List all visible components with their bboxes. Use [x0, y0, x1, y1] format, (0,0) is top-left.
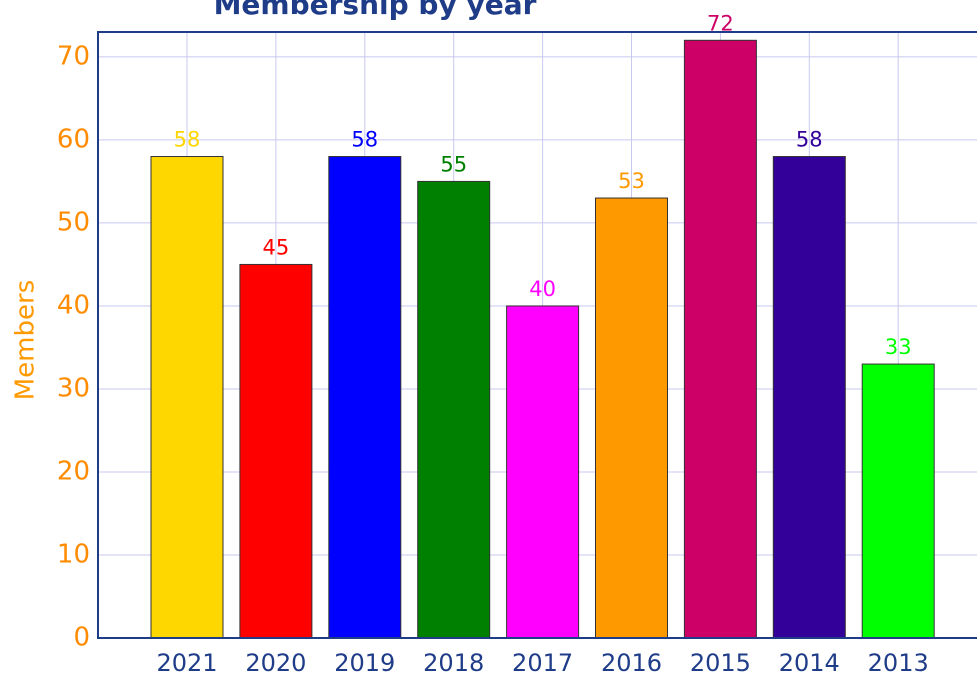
y-tick-label: 10	[57, 539, 90, 569]
bar	[861, 363, 935, 639]
x-tick-label: 2014	[779, 649, 840, 677]
bar	[683, 39, 757, 639]
y-tick-label: 60	[57, 124, 90, 154]
value-label: 58	[351, 128, 378, 152]
bar	[328, 156, 402, 639]
bar	[150, 156, 224, 639]
value-label: 72	[707, 11, 734, 35]
x-tick-label: 2019	[334, 649, 395, 677]
bar	[506, 305, 580, 639]
x-tick-label: 2017	[512, 649, 573, 677]
value-label: 40	[529, 277, 556, 301]
value-label: 45	[263, 235, 290, 259]
y-tick-label: 50	[57, 207, 90, 237]
y-tick-label: 40	[57, 290, 90, 320]
chart-title: Membership by year	[214, 0, 537, 21]
value-label: 53	[618, 169, 645, 193]
bar	[239, 263, 313, 639]
y-axis-label: Members	[11, 280, 41, 401]
x-tick-label: 2021	[156, 649, 217, 677]
y-tick-label: 70	[57, 41, 90, 71]
bar	[772, 156, 846, 639]
value-label: 58	[796, 128, 823, 152]
plot-frame	[97, 31, 977, 639]
x-tick-label: 2015	[690, 649, 751, 677]
y-tick-label: 20	[57, 456, 90, 486]
value-label: 58	[174, 128, 201, 152]
value-label: 55	[440, 152, 467, 176]
x-tick-label: 2013	[868, 649, 929, 677]
bar	[595, 197, 668, 639]
bar	[417, 180, 491, 639]
value-label: 33	[885, 335, 912, 359]
x-tick-label: 2016	[601, 649, 662, 677]
y-tick-label: 30	[57, 373, 90, 403]
x-tick-label: 2018	[423, 649, 484, 677]
x-tick-label: 2020	[245, 649, 306, 677]
y-tick-label: 0	[73, 623, 90, 653]
